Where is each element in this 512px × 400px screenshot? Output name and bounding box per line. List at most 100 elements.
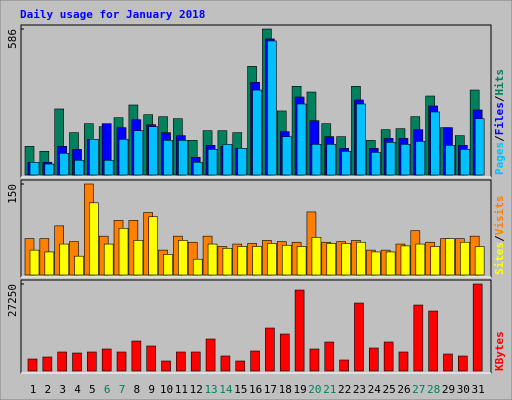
bar xyxy=(326,243,337,276)
bar xyxy=(472,283,483,372)
bar xyxy=(222,144,233,176)
bar xyxy=(445,145,455,176)
bar xyxy=(474,118,485,176)
legend-entry: Hits xyxy=(493,69,506,96)
x-tick-label: 26 xyxy=(397,383,410,396)
x-tick-label: 14 xyxy=(219,383,233,396)
bar xyxy=(385,142,396,176)
bar xyxy=(146,345,157,372)
legend-entry: Files xyxy=(493,102,506,135)
bar xyxy=(458,355,468,372)
bar xyxy=(222,248,233,276)
x-tick-label: 24 xyxy=(368,383,382,396)
bar xyxy=(207,149,218,176)
x-tick-label: 25 xyxy=(383,383,396,396)
bar xyxy=(235,360,246,372)
legend-entry: Visits xyxy=(493,196,506,236)
bar xyxy=(460,149,470,176)
bar xyxy=(265,327,275,372)
legend-entry: Sites xyxy=(493,242,506,275)
x-tick-label: 12 xyxy=(190,383,203,396)
x-tick-label: 23 xyxy=(353,383,366,396)
bar xyxy=(398,351,409,372)
bar xyxy=(400,144,411,176)
x-tick-label: 9 xyxy=(148,383,155,396)
bar xyxy=(74,160,84,176)
bar xyxy=(383,341,394,372)
bar xyxy=(42,356,53,372)
bar xyxy=(178,240,188,276)
bar xyxy=(118,227,129,276)
bar xyxy=(44,163,55,176)
bar xyxy=(428,310,438,372)
bar xyxy=(311,144,322,176)
x-tick-label: 22 xyxy=(338,383,351,396)
bar xyxy=(205,338,216,372)
x-tick-label: 18 xyxy=(279,383,292,396)
bar xyxy=(118,139,129,176)
bar xyxy=(116,351,127,372)
bar xyxy=(163,254,173,276)
bar xyxy=(161,360,171,372)
bar xyxy=(87,351,97,372)
bar xyxy=(133,130,144,176)
legend: Pages/Files/Hits xyxy=(493,69,506,175)
bar xyxy=(430,246,440,276)
bar xyxy=(133,240,144,276)
bar xyxy=(101,348,112,372)
bar xyxy=(103,243,114,276)
bar xyxy=(237,246,248,276)
bar xyxy=(370,152,381,176)
bar xyxy=(178,140,188,176)
bar xyxy=(385,251,396,276)
bar xyxy=(281,136,292,176)
bar xyxy=(29,161,40,176)
bar xyxy=(57,351,67,372)
legend-separator: / xyxy=(493,135,506,142)
bar xyxy=(413,304,424,372)
bar xyxy=(356,241,366,276)
bar xyxy=(445,238,455,276)
x-tick-label: 6 xyxy=(104,383,111,396)
bar xyxy=(237,148,248,176)
bar xyxy=(354,302,364,372)
bar xyxy=(311,237,322,276)
bar xyxy=(59,243,69,276)
bar xyxy=(74,255,84,276)
bar xyxy=(252,89,262,176)
x-tick-label: 15 xyxy=(234,383,247,396)
bar xyxy=(252,246,262,276)
x-tick-label: 29 xyxy=(442,383,455,396)
bar xyxy=(279,333,290,372)
bar xyxy=(370,251,381,276)
bar xyxy=(207,243,218,276)
bar xyxy=(296,246,307,276)
x-tick-label: 13 xyxy=(204,383,217,396)
bar xyxy=(44,251,55,276)
x-tick-label: 17 xyxy=(264,383,277,396)
x-tick-label: 30 xyxy=(457,383,470,396)
x-tick-label: 4 xyxy=(74,383,81,396)
bar xyxy=(187,241,198,276)
bar xyxy=(148,216,159,276)
bar xyxy=(430,111,440,176)
bar xyxy=(474,246,485,276)
x-tick-label: 5 xyxy=(89,383,96,396)
y-tick-label: 586 xyxy=(6,29,19,49)
bar xyxy=(89,139,99,176)
bar xyxy=(220,355,231,372)
legend-entry: KBytes xyxy=(493,331,506,371)
bar xyxy=(148,126,159,176)
y-tick-label: 27250 xyxy=(6,284,19,317)
bar xyxy=(341,243,351,276)
legend-separator: / xyxy=(493,95,506,102)
bar xyxy=(190,351,201,372)
bar xyxy=(250,350,260,372)
legend-separator: / xyxy=(493,235,506,242)
bar xyxy=(296,103,307,176)
bar xyxy=(29,249,40,276)
legend-entry: Pages xyxy=(493,142,506,175)
x-tick-label: 7 xyxy=(119,383,126,396)
bar xyxy=(192,258,203,276)
